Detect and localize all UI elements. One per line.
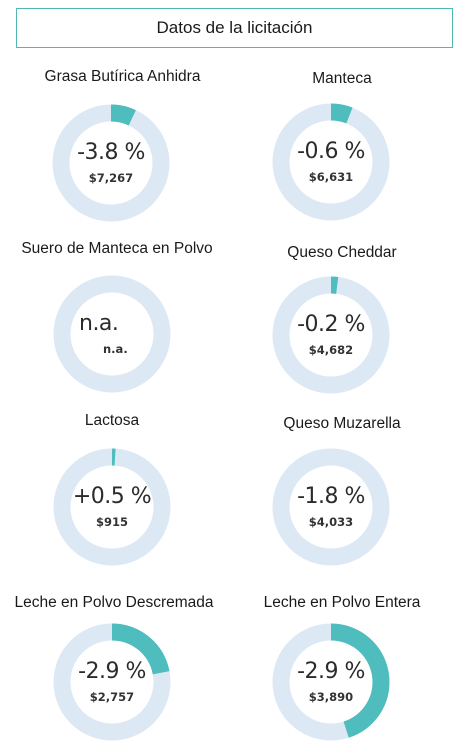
- progress-ring: +0.5 % $915: [53, 448, 171, 566]
- page-title: Datos de la licitación: [156, 18, 313, 37]
- ring-graphic: [52, 104, 170, 222]
- product-card-leche-entera: Leche en Polvo Entera -2.9 % $3,890: [222, 578, 462, 748]
- product-card-leche-descremada: Leche en Polvo Descremada -2.9 % $2,757: [0, 578, 228, 748]
- product-name: Suero de Manteca en Polvo: [21, 240, 213, 257]
- product-name: Leche en Polvo Entera: [263, 594, 421, 611]
- change-value: -2.9 %: [78, 659, 146, 684]
- change-value: -0.6 %: [297, 139, 365, 164]
- product-name: Grasa Butírica Anhidra: [44, 68, 201, 85]
- price-value: $4,033: [308, 515, 354, 529]
- ring-fill-arc: [53, 448, 171, 566]
- change-value: -3.8 %: [77, 140, 145, 165]
- change-value: -2.9 %: [297, 659, 365, 684]
- header-box: Datos de la licitación: [16, 8, 453, 48]
- progress-ring: -2.9 % $3,890: [272, 623, 390, 741]
- product-name: Leche en Polvo Descremada: [14, 594, 214, 611]
- product-name: Queso Muzarella: [283, 415, 401, 432]
- product-card-queso-cheddar: Queso Cheddar -0.2 % $4,682: [222, 232, 462, 402]
- progress-ring: -1.8 % $4,033: [272, 448, 390, 566]
- ring-fill-arc: [52, 104, 170, 222]
- price-value: $6,631: [308, 170, 354, 184]
- progress-ring: n.a. n.a.: [53, 275, 171, 393]
- ring-fill-arc: [272, 623, 390, 741]
- ring-graphic: [272, 276, 390, 394]
- ring-graphic: [272, 623, 390, 741]
- ring-graphic: [272, 448, 390, 566]
- ring-track: [272, 448, 390, 566]
- ring-graphic: [53, 448, 171, 566]
- product-name: Lactosa: [84, 412, 140, 429]
- ring-fill-arc: [272, 276, 390, 394]
- ring-graphic: [53, 275, 171, 393]
- price-value: n.a.: [103, 342, 128, 356]
- price-value: $2,757: [89, 690, 135, 704]
- product-card-manteca: Manteca -0.6 % $6,631: [222, 60, 462, 230]
- ring-fill-arc: [53, 623, 171, 741]
- progress-ring: -0.6 % $6,631: [272, 103, 390, 221]
- ring-fill-arc: [272, 103, 390, 221]
- price-value: $3,890: [308, 690, 354, 704]
- change-value: n.a.: [79, 311, 119, 336]
- product-card-grasa-butirica: Grasa Butírica Anhidra -3.8 % $7,267: [0, 60, 245, 230]
- progress-ring: -2.9 % $2,757: [53, 623, 171, 741]
- change-value: -0.2 %: [297, 312, 365, 337]
- change-value: +0.5 %: [72, 484, 152, 509]
- product-card-lactosa: Lactosa +0.5 % $915: [0, 404, 224, 574]
- price-value: $7,267: [88, 171, 134, 185]
- ring-graphic: [53, 623, 171, 741]
- price-value: $915: [95, 515, 128, 529]
- product-card-queso-muzarella: Queso Muzarella -1.8 % $4,033: [222, 404, 462, 574]
- product-name: Queso Cheddar: [287, 244, 397, 261]
- progress-ring: -3.8 % $7,267: [52, 104, 170, 222]
- product-name: Manteca: [312, 70, 372, 87]
- change-value: -1.8 %: [297, 484, 365, 509]
- ring-graphic: [272, 103, 390, 221]
- ring-track: [53, 275, 171, 393]
- progress-ring: -0.2 % $4,682: [272, 276, 390, 394]
- product-card-suero-manteca: Suero de Manteca en Polvo n.a. n.a.: [0, 232, 234, 402]
- price-value: $4,682: [308, 343, 354, 357]
